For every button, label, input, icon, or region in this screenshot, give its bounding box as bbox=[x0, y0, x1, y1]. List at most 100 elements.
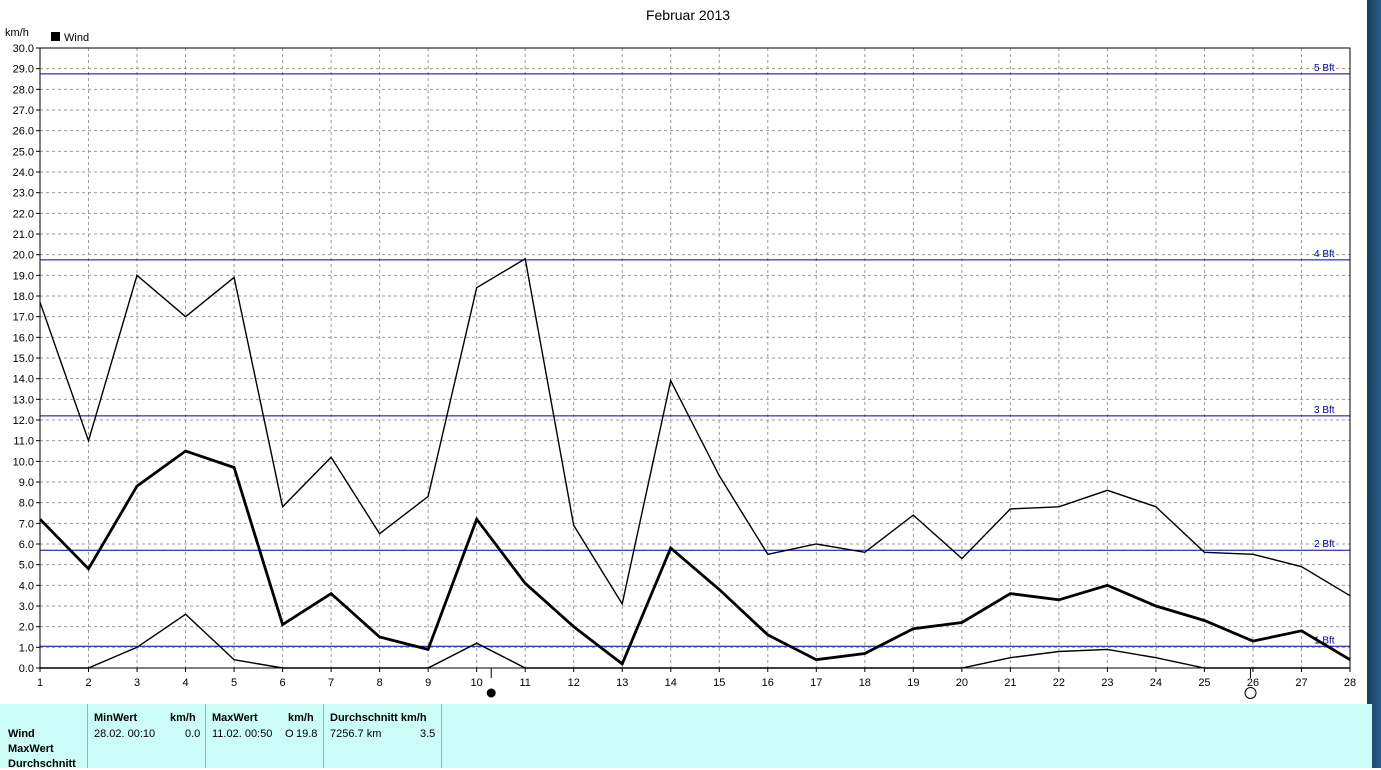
y-tick-label: 12.0 bbox=[13, 415, 34, 427]
y-tick-label: 0.0 bbox=[19, 663, 34, 675]
x-tick-label: 15 bbox=[713, 677, 725, 689]
series-line-max bbox=[39, 257, 1351, 606]
series-line-avg bbox=[38, 449, 1351, 667]
x-tick-label: 8 bbox=[377, 677, 383, 689]
durchschnitt-value: 3.5 bbox=[420, 728, 436, 740]
x-tick-label: 26 bbox=[1247, 677, 1259, 689]
durchschnitt-header: Durchschnitt km/h bbox=[330, 712, 427, 724]
x-tick-label: 11 bbox=[519, 677, 530, 689]
new-moon-icon bbox=[486, 688, 496, 698]
x-tick-label: 14 bbox=[665, 677, 677, 689]
window-edge bbox=[1367, 0, 1381, 768]
beaufort-label: 2 Bft bbox=[1314, 539, 1335, 550]
divider bbox=[323, 704, 324, 768]
row-label-durchschnitt: Durchschnitt bbox=[8, 758, 76, 770]
x-tick-label: 2 bbox=[85, 677, 91, 689]
beaufort-label: 4 Bft bbox=[1314, 249, 1335, 260]
x-tick-label: 20 bbox=[956, 677, 968, 689]
x-tick-label: 12 bbox=[568, 677, 580, 689]
y-tick-label: 21.0 bbox=[13, 229, 34, 241]
full-moon-icon bbox=[1244, 687, 1257, 699]
y-tick-label: 10.0 bbox=[13, 456, 34, 468]
x-tick-label: 4 bbox=[182, 677, 188, 689]
x-tick-label: 5 bbox=[231, 677, 237, 689]
x-tick-label: 22 bbox=[1053, 677, 1065, 689]
y-tick-label: 4.0 bbox=[19, 580, 34, 592]
y-tick-label: 24.0 bbox=[13, 167, 34, 179]
stats-panel: Wind MaxWert Durchschnitt MinWert km/h 2… bbox=[0, 704, 1372, 770]
y-tick-label: 20.0 bbox=[13, 250, 34, 262]
y-tick-label: 23.0 bbox=[13, 188, 34, 200]
beaufort-label: 5 Bft bbox=[1314, 63, 1335, 74]
x-tick-label: 25 bbox=[1198, 677, 1210, 689]
moon-phases bbox=[486, 668, 1257, 699]
minwert-value: 0.0 bbox=[185, 728, 201, 740]
minwert-unit: km/h bbox=[170, 712, 196, 724]
y-tick-label: 9.0 bbox=[19, 477, 34, 489]
y-tick-label: 30.0 bbox=[13, 43, 34, 55]
y-tick-label: 18.0 bbox=[13, 291, 34, 303]
x-tick-label: 13 bbox=[616, 677, 628, 689]
y-tick-label: 8.0 bbox=[19, 498, 34, 510]
y-tick-label: 13.0 bbox=[13, 394, 34, 406]
y-tick-label: 25.0 bbox=[13, 146, 34, 158]
y-tick-label: 3.0 bbox=[19, 601, 34, 613]
y-tick-label: 26.0 bbox=[13, 126, 34, 138]
x-tick-label: 9 bbox=[425, 677, 431, 689]
y-tick-label: 6.0 bbox=[19, 539, 34, 551]
maxwert-unit: km/h bbox=[288, 712, 314, 724]
y-tick-label: 14.0 bbox=[13, 374, 34, 386]
maxwert-header: MaxWert bbox=[212, 712, 258, 724]
x-tick-label: 28 bbox=[1344, 677, 1356, 689]
y-tick-label: 17.0 bbox=[13, 312, 34, 324]
y-tick-label: 15.0 bbox=[13, 353, 34, 365]
wind-chart: Februar 2013 km/h Wind 1 Bft 2 Bft 3 Bft 4 … bbox=[5, 7, 1357, 699]
divider bbox=[205, 704, 206, 768]
x-tick-label: 24 bbox=[1150, 677, 1162, 689]
x-tick-label: 6 bbox=[280, 677, 286, 689]
chart-title: Februar 2013 bbox=[646, 7, 730, 23]
x-tick-label: 27 bbox=[1295, 677, 1307, 689]
y-tick-label: 27.0 bbox=[13, 105, 34, 117]
minwert-time: 28.02. 00:10 bbox=[94, 728, 156, 740]
y-tick-label: 22.0 bbox=[13, 208, 34, 220]
beaufort-label: 3 Bft bbox=[1314, 405, 1335, 416]
x-tick-label: 3 bbox=[134, 677, 140, 689]
y-tick-label: 7.0 bbox=[19, 518, 34, 530]
x-tick-label: 19 bbox=[907, 677, 919, 689]
divider bbox=[441, 704, 442, 768]
maxwert-time: 11.02. 00:50 bbox=[212, 728, 273, 740]
axes: 0.01.02.03.04.05.06.07.08.09.010.011.012… bbox=[13, 43, 1357, 689]
y-axis-unit: km/h bbox=[5, 27, 29, 39]
legend-label: Wind bbox=[64, 32, 89, 44]
x-tick-label: 21 bbox=[1004, 677, 1016, 689]
divider bbox=[87, 704, 88, 768]
maxwert-direction: O bbox=[285, 728, 294, 740]
y-tick-label: 1.0 bbox=[19, 642, 34, 654]
y-tick-label: 2.0 bbox=[19, 622, 34, 634]
row-label-wind: Wind bbox=[8, 728, 35, 740]
grid bbox=[40, 48, 1350, 668]
x-tick-label: 1 bbox=[37, 677, 43, 689]
x-tick-label: 16 bbox=[762, 677, 774, 689]
x-tick-label: 7 bbox=[328, 677, 334, 689]
y-tick-label: 16.0 bbox=[13, 332, 34, 344]
y-tick-label: 28.0 bbox=[13, 84, 34, 96]
beaufort-lines: 1 Bft 2 Bft 3 Bft 4 Bft 5 Bft bbox=[40, 63, 1350, 647]
y-tick-label: 29.0 bbox=[13, 64, 34, 76]
row-label-maxwert: MaxWert bbox=[8, 743, 54, 755]
series-lines bbox=[38, 257, 1351, 669]
x-tick-label: 10 bbox=[471, 677, 483, 689]
y-tick-label: 11.0 bbox=[13, 436, 34, 448]
beaufort-label: 1 Bft bbox=[1314, 635, 1335, 646]
legend-swatch bbox=[51, 32, 60, 41]
maxwert-value: 19.8 bbox=[296, 728, 318, 740]
x-tick-label: 18 bbox=[859, 677, 871, 689]
y-tick-label: 5.0 bbox=[19, 560, 34, 572]
x-tick-label: 23 bbox=[1101, 677, 1113, 689]
minwert-header: MinWert bbox=[94, 712, 138, 724]
series-line-min bbox=[40, 613, 1350, 669]
durchschnitt-distance: 7256.7 km bbox=[330, 728, 382, 740]
y-tick-label: 19.0 bbox=[13, 270, 34, 282]
x-tick-label: 17 bbox=[810, 677, 822, 689]
